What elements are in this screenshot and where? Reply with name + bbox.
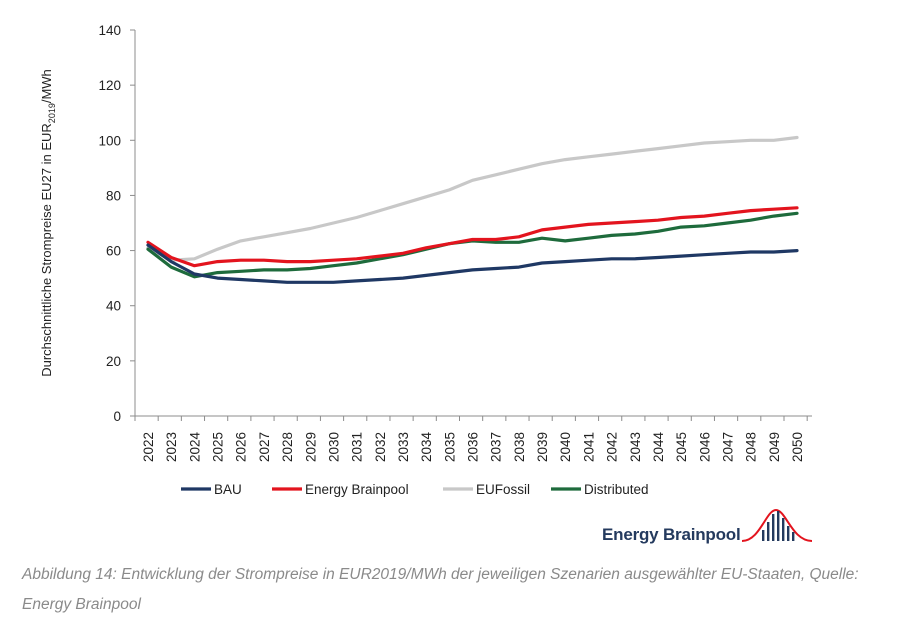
series-line-bau <box>146 243 799 284</box>
y-tick-label: 60 <box>106 244 121 259</box>
x-tick-label: 2037 <box>489 432 504 462</box>
y-axis-title-main: Durchschnittliche Strompreise EU27 in EU… <box>39 123 54 377</box>
x-tick-label: 2033 <box>396 432 411 462</box>
x-axis-ticks: 2022 2023 2024 2025 2026 2027 2028 2029 2030 2031… <box>134 416 808 462</box>
series-lines <box>146 135 799 284</box>
line-chart: Durchschnittliche Strompreise EU27 in EU… <box>39 23 812 497</box>
y-tick-label: 0 <box>113 409 121 424</box>
y-tick-label: 20 <box>106 354 121 369</box>
x-tick-label: 2025 <box>211 432 226 462</box>
x-tick-label: 2024 <box>187 431 202 462</box>
y-tick-label: 120 <box>98 78 121 93</box>
x-tick-label: 2039 <box>535 432 550 462</box>
series-line-eufossil <box>146 135 799 262</box>
logo-text: Energy Brainpool <box>602 525 741 544</box>
x-tick-label: 2038 <box>512 432 527 462</box>
x-tick-label: 2048 <box>744 432 759 462</box>
legend-label: Distributed <box>584 482 649 497</box>
energy-brainpool-logo: Energy Brainpool <box>602 508 822 548</box>
y-tick-label: 140 <box>98 23 121 38</box>
x-tick-label: 2031 <box>350 432 365 462</box>
x-tick-label: 2041 <box>581 432 596 462</box>
y-tick-label: 80 <box>106 188 121 203</box>
y-axis-title: Durchschnittliche Strompreise EU27 in EU… <box>39 69 57 377</box>
logo-mark-icon <box>742 508 813 542</box>
x-tick-label: 2022 <box>141 432 156 462</box>
y-axis-title-sub: 2019 <box>47 103 57 123</box>
legend-label: BAU <box>214 482 242 497</box>
x-tick-label: 2040 <box>558 432 573 462</box>
y-tick-label: 40 <box>106 299 121 314</box>
x-tick-label: 2027 <box>257 432 272 462</box>
x-tick-label: 2026 <box>234 432 249 462</box>
series-line-distributed <box>146 211 799 279</box>
chart-axes <box>134 30 812 417</box>
series-line-energy-brainpool <box>146 206 799 268</box>
y-axis-label: Durchschnittliche Strompreise EU27 in EU… <box>39 69 57 377</box>
x-tick-label: 2042 <box>605 432 620 462</box>
x-tick-label: 2036 <box>466 432 481 462</box>
x-tick-label: 2045 <box>674 432 689 462</box>
x-tick-label: 2050 <box>790 432 805 462</box>
y-axis-title-unit: /MWh <box>39 69 54 103</box>
x-tick-label: 2032 <box>373 432 388 462</box>
figure-caption: Abbildung 14: Entwicklung der Strompreis… <box>22 566 859 613</box>
x-tick-label: 2034 <box>419 431 434 462</box>
x-tick-label: 2047 <box>720 432 735 462</box>
y-tick-label: 100 <box>98 133 121 148</box>
legend-label: Energy Brainpool <box>305 482 409 497</box>
x-tick-label: 2023 <box>164 432 179 462</box>
x-tick-label: 2046 <box>697 432 712 462</box>
x-tick-label: 2049 <box>767 432 782 462</box>
legend-label: EUFossil <box>476 482 530 497</box>
x-tick-label: 2028 <box>280 432 295 462</box>
x-tick-label: 2035 <box>442 432 457 462</box>
x-tick-label: 2043 <box>628 432 643 462</box>
x-tick-label: 2030 <box>326 432 341 462</box>
y-axis-ticks: 0 20 40 60 80 100 120 140 <box>98 23 135 424</box>
x-tick-label: 2044 <box>651 431 666 462</box>
x-tick-label: 2029 <box>303 432 318 462</box>
legend: BAU Energy Brainpool EUFossil Distributed <box>181 482 649 497</box>
